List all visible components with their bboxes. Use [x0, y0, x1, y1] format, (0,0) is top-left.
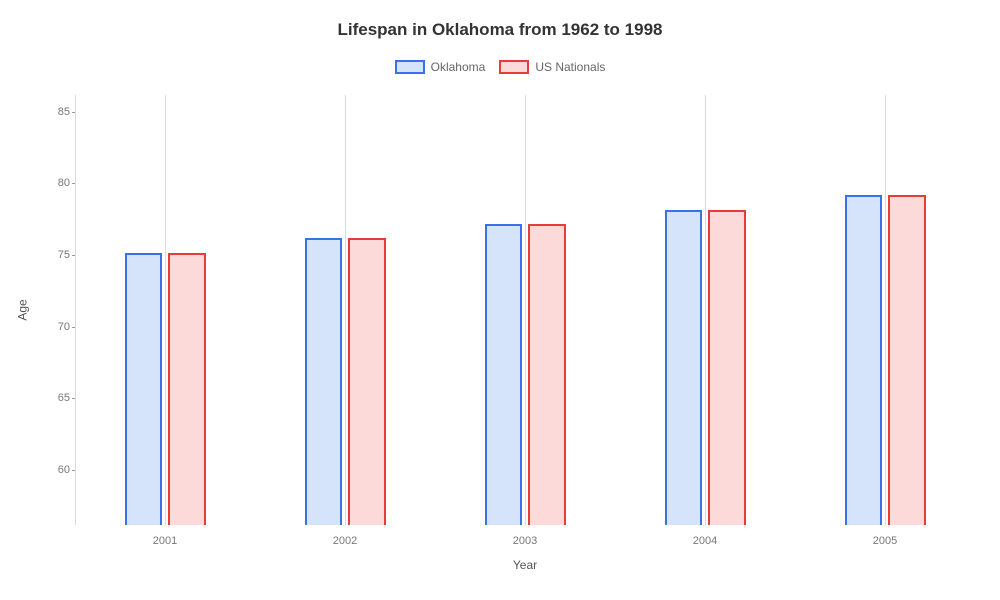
- chart-title: Lifespan in Oklahoma from 1962 to 1998: [0, 20, 1000, 40]
- x-tick: 2004: [693, 535, 717, 547]
- y-tick: 80: [30, 177, 70, 189]
- legend-swatch: [499, 60, 529, 74]
- grid-line: [705, 95, 706, 525]
- y-tick: 65: [30, 392, 70, 404]
- lifespan-chart: Lifespan in Oklahoma from 1962 to 1998 O…: [0, 0, 1000, 600]
- plot-border: [75, 95, 76, 525]
- bar: [665, 210, 703, 525]
- grid-line: [165, 95, 166, 525]
- bar: [168, 253, 206, 525]
- x-tick: 2002: [333, 535, 357, 547]
- grid-line: [525, 95, 526, 525]
- bar: [305, 238, 343, 525]
- y-axis: 60 65 70 75 80 85: [30, 95, 70, 525]
- bar: [528, 224, 566, 525]
- x-axis-label: Year: [75, 558, 975, 572]
- grid-line: [885, 95, 886, 525]
- x-axis: 2001 2002 2003 2004 2005: [75, 525, 975, 555]
- plot-area: [75, 95, 975, 525]
- bar: [708, 210, 746, 525]
- bar: [348, 238, 386, 525]
- bar: [485, 224, 523, 525]
- y-tick: 70: [30, 321, 70, 333]
- grid-line: [345, 95, 346, 525]
- bar: [888, 195, 926, 525]
- bar: [125, 253, 163, 525]
- x-tick: 2001: [153, 535, 177, 547]
- bar: [845, 195, 883, 525]
- legend-swatch: [395, 60, 425, 74]
- legend-item: US Nationals: [499, 60, 605, 74]
- y-tick: 75: [30, 249, 70, 261]
- x-tick: 2005: [873, 535, 897, 547]
- y-tick: 85: [30, 106, 70, 118]
- legend-item: Oklahoma: [395, 60, 486, 74]
- x-tick: 2003: [513, 535, 537, 547]
- y-axis-label: Age: [16, 299, 30, 320]
- legend-label: Oklahoma: [431, 60, 486, 74]
- chart-legend: Oklahoma US Nationals: [0, 60, 1000, 74]
- legend-label: US Nationals: [535, 60, 605, 74]
- y-tick: 60: [30, 464, 70, 476]
